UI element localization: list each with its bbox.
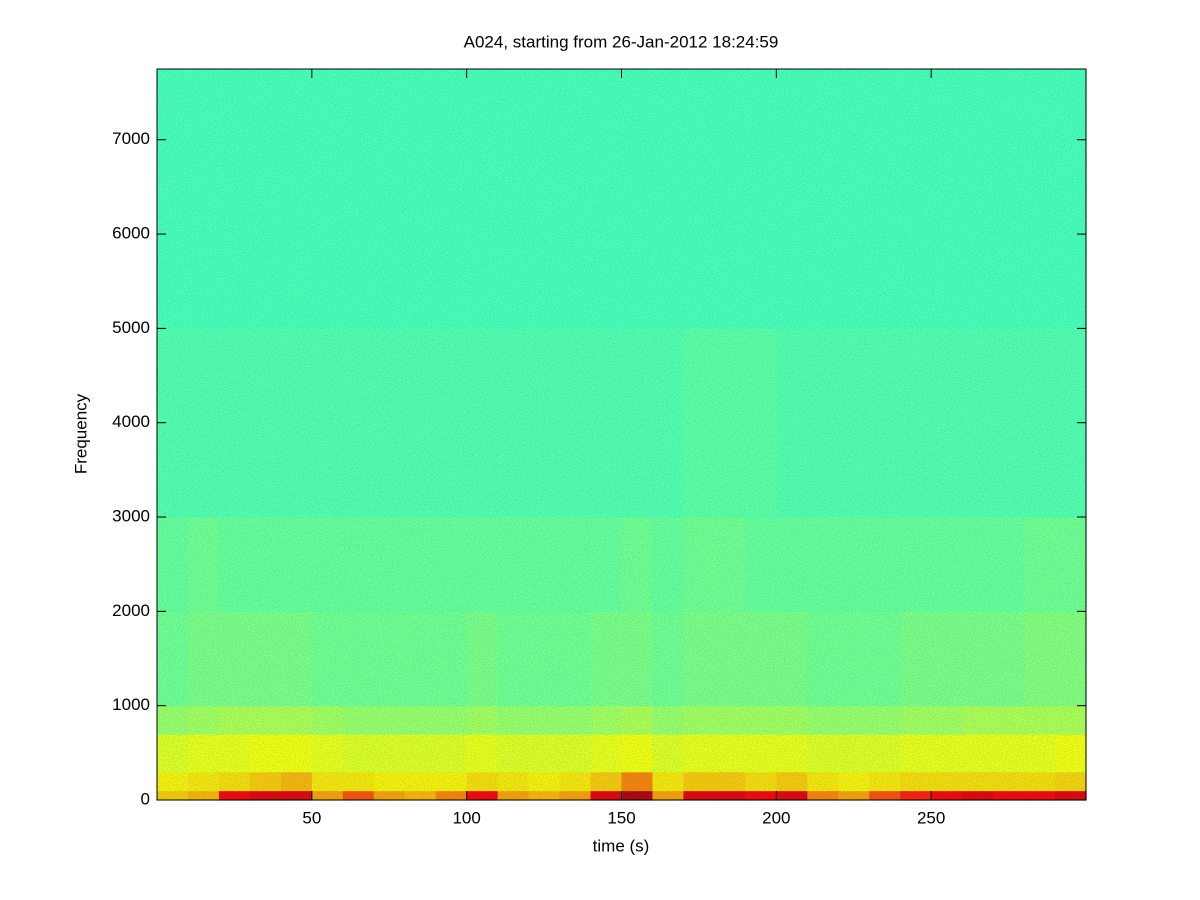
x-axis-label: time (s) <box>593 836 650 855</box>
y-axis-label: Frequency <box>71 393 90 474</box>
y-tick-label: 3000 <box>112 507 150 526</box>
y-tick-label: 5000 <box>112 318 150 337</box>
y-tick-label: 0 <box>141 789 150 808</box>
noise-texture <box>157 69 1086 800</box>
x-tick-label: 250 <box>917 808 945 827</box>
axes: 50 100 150 200 250 0 1000 2000 3000 4000 5000 6000 7… <box>112 69 1086 827</box>
x-tick-label: 100 <box>452 808 480 827</box>
y-tick-label: 6000 <box>112 224 150 243</box>
y-tick-label: 4000 <box>112 412 150 431</box>
y-tick-label: 7000 <box>112 129 150 148</box>
y-tick-label: 2000 <box>112 601 150 620</box>
y-tick-label: 1000 <box>112 695 150 714</box>
x-tick-label: 200 <box>762 808 790 827</box>
x-tick-label: 150 <box>607 808 635 827</box>
chart-title: A024, starting from 26-Jan-2012 18:24:59 <box>464 32 779 51</box>
x-tick-label: 50 <box>302 808 321 827</box>
